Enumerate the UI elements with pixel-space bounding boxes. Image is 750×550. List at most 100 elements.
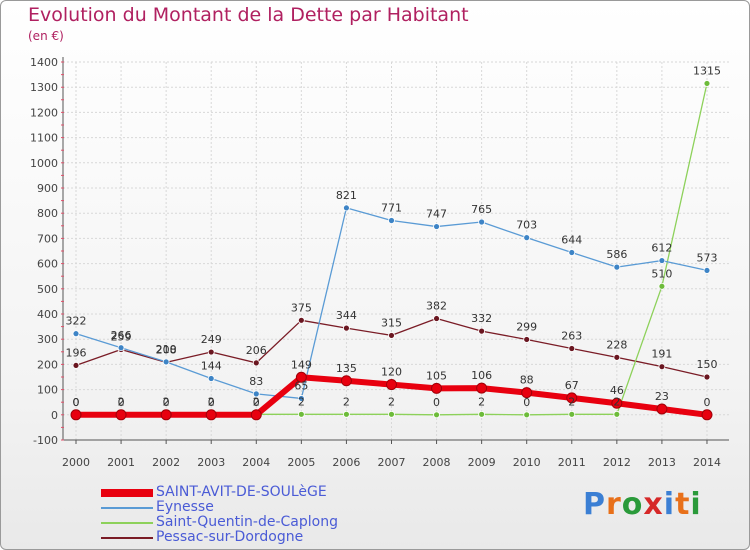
x-tick-label: 2014 [693,456,721,469]
data-point-0 [250,409,262,421]
data-label-3: 249 [201,333,222,346]
data-label-0: 0 [118,396,125,409]
data-point-3 [343,324,350,332]
logo-letter: i [690,487,702,522]
data-label-1: 765 [471,203,492,216]
x-tick-label: 2005 [287,456,315,469]
data-label-2: 510 [651,267,672,280]
data-point-1 [613,263,621,271]
y-tick-label: -100 [33,434,58,447]
data-label-1: 144 [201,360,222,373]
x-tick-label: 2012 [603,456,631,469]
data-point-1 [117,344,125,352]
data-label-0: 0 [703,396,710,409]
data-label-3: 191 [651,348,672,361]
x-tick-label: 2004 [242,456,270,469]
data-label-0: 67 [565,379,579,392]
legend-swatch [101,522,153,524]
data-label-0: 0 [208,396,215,409]
y-tick-label: 1100 [30,132,58,145]
x-tick-label: 2003 [197,456,225,469]
data-point-2 [703,80,711,87]
data-label-2: 2 [478,395,485,408]
data-label-3: 344 [336,309,357,322]
data-label-0: 88 [520,374,534,387]
data-label-3: 263 [561,330,582,343]
logo-letter: o [621,487,644,522]
y-tick-label: 600 [37,258,58,271]
data-label-2: 2 [343,395,350,408]
data-label-2: 2 [568,395,575,408]
data-point-2 [343,410,350,418]
data-point-2 [388,410,395,418]
data-label-2: 2 [163,395,170,408]
x-tick-label: 2002 [152,456,180,469]
data-label-3: 228 [606,338,627,351]
data-label-3: 196 [66,346,87,359]
data-label-1: 210 [156,343,177,356]
legend-swatch [101,537,153,539]
data-point-0 [566,392,578,404]
data-point-1 [297,395,305,402]
data-label-0: 105 [426,369,447,382]
data-label-2: 0 [73,396,80,409]
data-label-1: 83 [249,375,263,388]
logo-letter: x [643,487,664,522]
data-point-3 [523,336,531,343]
data-label-1: 266 [111,329,132,342]
data-label-0: 0 [163,396,170,409]
legend-label: Saint-Quentin-de-Caplong [156,514,338,530]
data-label-0: 120 [381,366,402,379]
data-label-3: 206 [246,344,267,357]
data-label-2: 0 [433,396,440,409]
data-point-2 [523,411,531,419]
y-tick-label: 400 [37,308,58,321]
data-point-0 [205,409,217,421]
x-tick-label: 2013 [648,456,676,469]
data-point-3 [568,345,576,352]
data-label-0: 135 [336,362,357,375]
y-tick-label: 1300 [30,81,58,94]
x-tick-label: 2006 [332,456,360,469]
y-tick-label: 500 [37,283,58,296]
y-tick-label: 200 [37,358,58,371]
x-tick-label: 2001 [107,456,135,469]
data-label-2: 2 [253,395,260,408]
data-point-3 [478,327,486,335]
logo-letter: t [675,487,691,522]
data-label-1: 747 [426,208,447,221]
data-point-2 [613,410,621,418]
data-point-1 [568,249,576,256]
data-point-0 [160,409,172,421]
legend-swatch [101,507,153,509]
data-point-0 [611,397,623,409]
logo-letter: P [583,487,606,522]
legend-label: Eynesse [156,499,214,515]
data-point-2 [478,410,486,418]
data-point-3 [252,359,260,367]
data-point-1 [162,358,170,366]
data-point-2 [433,411,440,419]
y-tick-label: 700 [37,232,58,245]
data-label-2: 2 [118,395,125,408]
data-label-3: 375 [291,301,312,314]
data-point-2 [568,410,576,418]
data-point-1 [252,390,260,398]
data-label-0: 0 [253,396,260,409]
data-label-3: 150 [696,358,717,371]
data-label-1: 573 [696,251,717,264]
data-label-2: 2 [298,395,305,408]
data-point-1 [433,223,440,230]
data-point-3 [703,373,711,381]
chart-subtitle: (en €) [28,29,64,43]
data-point-0 [295,371,307,383]
data-point-1 [658,257,666,264]
data-point-0 [656,403,668,415]
x-tick-label: 2010 [513,456,541,469]
y-tick-label: 900 [37,182,58,195]
data-label-1: 586 [606,248,627,261]
logo-letter: r [606,487,622,522]
data-label-2: 0 [523,396,530,409]
